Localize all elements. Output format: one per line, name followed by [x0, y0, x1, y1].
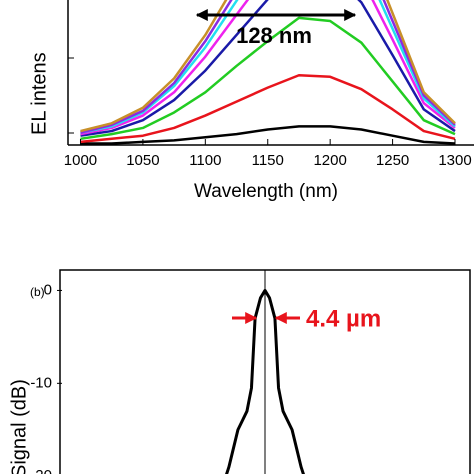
chart-a: 128 nm EL intens Wavelength (nm) 1000 105… — [28, 0, 474, 202]
line-series — [80, 0, 456, 137]
y-tick-label: -10 — [30, 374, 52, 391]
annotation: 4.4 µm — [306, 305, 381, 332]
x-tick-label: 1200 — [313, 152, 346, 169]
x-tick-label: 1100 — [189, 152, 221, 169]
y-axis-label: EL intens — [28, 52, 50, 135]
line-series — [80, 16, 456, 141]
y-tick-label: 0 — [44, 281, 52, 298]
line-series — [80, 74, 456, 144]
x-tick-label: 1050 — [126, 152, 159, 169]
x-tick-label: 1000 — [64, 152, 97, 169]
x-axis-label: Wavelength (nm) — [194, 181, 338, 202]
annotation: 128 nm — [236, 23, 312, 48]
x-tick-label: 1250 — [376, 152, 409, 169]
line-series — [80, 0, 456, 134]
x-tick-label: 1150 — [252, 152, 284, 169]
plot-area — [80, 0, 456, 145]
y-axis-label: Signal (dB) — [8, 379, 30, 474]
panel-label: (b) — [30, 285, 45, 299]
line-series — [80, 0, 456, 134]
line-series — [80, 0, 456, 136]
chart-b: (b) Signal (dB) 4.4 µm -20 -10 0 — [8, 269, 471, 474]
x-tick-label: 1300 — [438, 152, 471, 169]
line-series — [80, 0, 456, 133]
y-tick-label: -20 — [30, 467, 52, 474]
